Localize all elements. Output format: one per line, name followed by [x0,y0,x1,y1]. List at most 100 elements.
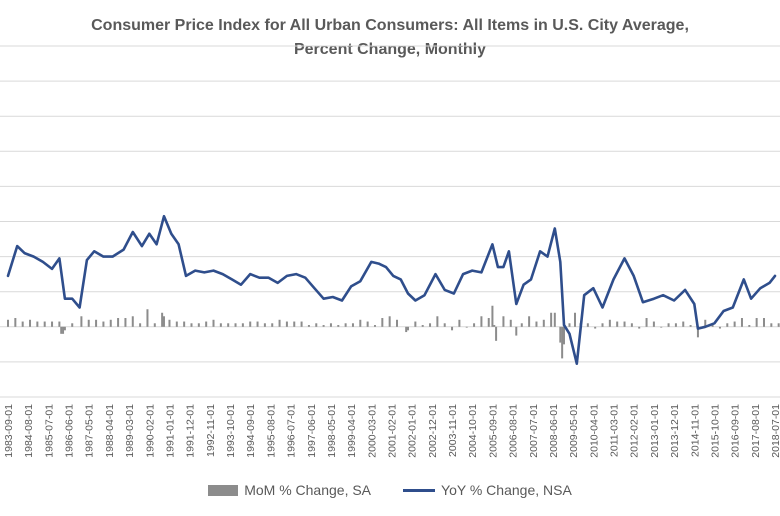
legend-label-yoy: YoY % Change, NSA [441,482,572,498]
mom-bar [146,309,149,327]
mom-bar [405,326,408,333]
yoy-line [6,214,777,366]
x-tick-label: 1987-05-01 [84,404,96,458]
mom-bar [219,323,222,327]
mom-bar [436,316,439,327]
mom-bar [509,319,512,327]
chart-title-line-2: Percent Change, Monthly [293,41,487,58]
mom-bar [542,319,545,327]
x-tick-label: 1991-01-01 [164,404,176,458]
mom-bar [502,316,505,327]
mom-bar [465,326,468,328]
x-tick-label: 2004-10-01 [467,404,479,458]
mom-bar [373,325,376,327]
mom-bar [421,325,424,327]
mom-bar [689,325,692,327]
mom-bar [414,321,417,327]
mom-bar [249,321,252,327]
mom-bar [458,319,461,327]
mom-bar [451,326,454,331]
x-tick-label: 2002-12-01 [427,404,439,458]
mom-bar [480,316,483,327]
x-tick-label: 1990-02-01 [144,404,156,458]
mom-bar [351,323,354,327]
mom-bar [212,319,215,327]
x-tick-label: 1986-06-01 [64,404,76,458]
x-tick-label: 1989-03-01 [124,404,136,458]
x-tick-label: 2017-08-01 [750,404,762,458]
mom-bar [535,321,538,327]
mom-bar [109,319,112,327]
mom-bar [344,323,347,327]
x-tick-label: 1991-12-01 [185,404,197,458]
mom-bar [124,318,127,327]
mom-bar [667,323,670,327]
mom-bar [161,312,164,327]
mom-bar [227,323,230,327]
mom-bar [704,319,707,327]
mom-bar [87,319,90,327]
x-tick-label: 1995-08-01 [265,404,277,458]
mom-bar [7,319,9,327]
mom-bar [388,316,391,327]
x-tick-label: 2001-02-01 [387,404,399,458]
x-tick-label: 2008-06-01 [548,404,560,458]
legend-swatch-mom [208,484,239,496]
mom-bar [429,323,432,327]
mom-bar [726,323,729,327]
x-tick-label: 2010-04-01 [588,404,600,458]
x-tick-label: 2011-03-01 [609,404,621,457]
mom-bar [307,325,310,327]
mom-bar [36,321,39,327]
mom-bar [718,326,721,329]
mom-bar [271,323,274,327]
mom-bar [748,325,751,327]
mom-bar [285,321,288,327]
x-tick-label: 2006-08-01 [508,404,520,458]
mom-bar [696,326,699,338]
mom-bar [553,312,556,327]
mom-bar [168,319,171,327]
mom-bar [29,319,32,327]
mom-bar [337,325,340,327]
x-tick-label: 1984-08-01 [23,404,35,458]
mom-bar [594,326,597,329]
mom-bar [616,321,619,327]
x-tick-label: 1998-05-01 [326,404,338,458]
legend-item-yoy: YoY % Change, NSA [403,482,572,498]
mom-bar [396,319,399,327]
x-tick-label: 2003-11-01 [447,404,459,457]
mom-bar [95,319,98,327]
mom-bar [528,316,531,327]
mom-bar [561,326,564,359]
mom-bar [568,323,571,327]
x-tick-label: 2015-10-01 [709,404,721,458]
legend-label-mom: MoM % Change, SA [244,482,372,498]
mom-bar [175,321,178,327]
x-tick-label: 1988-04-01 [104,404,116,458]
mom-bar [241,323,244,327]
mom-bar [682,321,685,327]
x-tick-label: 2014-11-01 [689,404,701,457]
x-tick-label: 2002-01-01 [407,404,419,458]
mom-bar [51,321,54,327]
mom-bar [234,323,237,327]
mom-bar [515,326,518,336]
mom-bar [139,323,142,327]
mom-bar [638,326,641,329]
mom-bar [322,325,325,327]
mom-bar [770,323,773,327]
chart-title-line-1: Consumer Price Index for All Urban Consu… [91,17,689,34]
mom-bar [329,323,332,327]
mom-bar [102,321,105,327]
mom-bar [493,325,496,327]
mom-bar [623,321,626,327]
mom-bar [443,323,446,327]
mom-bar [608,319,611,327]
x-tick-label: 1999-04-01 [346,404,358,458]
x-tick-label: 2013-01-01 [649,404,661,458]
legend-item-mom: MoM % Change, SA [208,482,371,498]
mom-bar [381,318,384,327]
mom-bar [60,326,63,334]
